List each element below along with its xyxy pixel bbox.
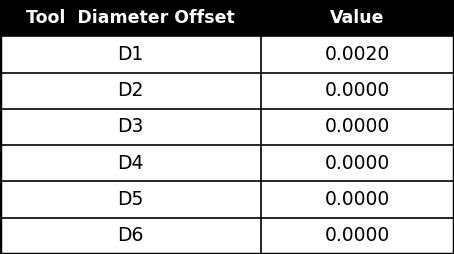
Text: 0.0020: 0.0020	[325, 45, 390, 64]
Text: 0.0000: 0.0000	[325, 226, 390, 245]
Bar	[261, 218, 454, 254]
Bar	[0, 109, 261, 145]
Text: D3: D3	[117, 118, 144, 136]
Bar	[0, 145, 261, 181]
Text: D2: D2	[117, 81, 144, 100]
Bar	[0, 36, 261, 73]
Bar	[261, 181, 454, 218]
Bar	[0, 73, 261, 109]
Text: 0.0000: 0.0000	[325, 118, 390, 136]
Text: 0.0000: 0.0000	[325, 154, 390, 173]
Text: 0.0000: 0.0000	[325, 190, 390, 209]
Bar	[0, 0, 261, 36]
Text: D6: D6	[117, 226, 144, 245]
Bar	[0, 181, 261, 218]
Text: Value: Value	[330, 9, 385, 27]
Bar	[0, 218, 261, 254]
Text: Tool  Diameter Offset: Tool Diameter Offset	[26, 9, 235, 27]
Bar	[261, 145, 454, 181]
Text: D5: D5	[117, 190, 144, 209]
Bar	[261, 73, 454, 109]
Text: 0.0000: 0.0000	[325, 81, 390, 100]
Text: D4: D4	[117, 154, 144, 173]
Bar	[261, 36, 454, 73]
Bar	[261, 109, 454, 145]
Text: D1: D1	[117, 45, 144, 64]
Bar	[261, 0, 454, 36]
